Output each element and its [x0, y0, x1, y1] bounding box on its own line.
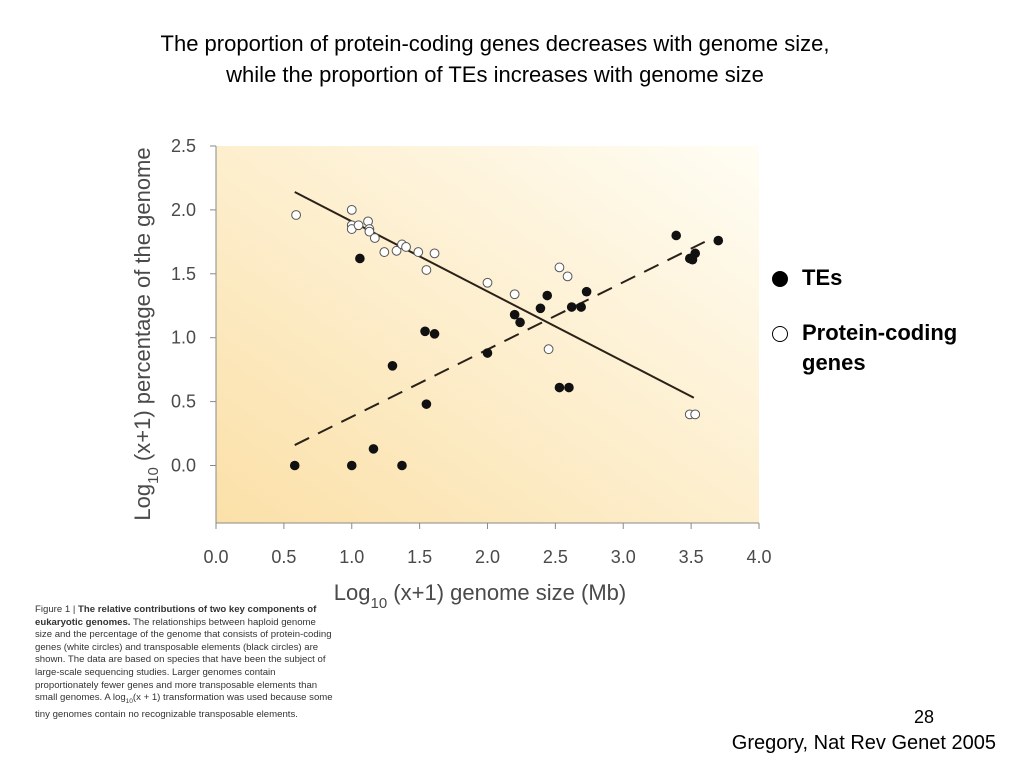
te-data-point [429, 329, 440, 339]
protein-coding-data-point [364, 226, 375, 237]
legend-label-protein-coding-line-1: Protein-coding [802, 320, 958, 345]
x-tick-label: 2.5 [543, 547, 568, 567]
x-axis-label: Log10 (x+1) genome size (Mb) [334, 580, 626, 612]
protein-coding-data-point [391, 245, 402, 256]
x-tick-label: 0.0 [203, 547, 228, 567]
te-data-point [671, 230, 681, 241]
te-data-point [566, 302, 577, 312]
slide-title-line-2: while the proportion of TEs increases wi… [226, 62, 764, 87]
protein-coding-data-point [543, 344, 554, 355]
x-tick-label: 1.5 [407, 547, 432, 567]
legend-label-tes: TEs [802, 265, 843, 290]
protein-coding-data-point [346, 204, 357, 215]
x-tick-label: 0.5 [271, 547, 296, 567]
protein-coding-data-point [429, 248, 440, 259]
te-data-point [515, 317, 525, 328]
legend-item-tes: TEs [772, 263, 1002, 293]
protein-coding-data-point [369, 233, 380, 243]
caption-title: The relative contributions of two key co… [35, 604, 317, 628]
protein-coding-data-point [554, 262, 565, 273]
slide-title: The proportion of protein-coding genes d… [60, 28, 930, 90]
te-data-point [581, 286, 592, 297]
page-number: 28 [914, 707, 935, 727]
te-data-point [368, 444, 379, 454]
caption-text-1: The relationships between haploid genome… [35, 616, 332, 704]
legend-marker-filled-circle-icon [772, 271, 788, 287]
protein-coding-data-point [482, 277, 493, 288]
protein-coding-data-point [509, 289, 520, 300]
te-data-point [542, 290, 553, 301]
y-tick-label: 0.0 [171, 455, 196, 475]
protein-coding-data-point [562, 271, 573, 282]
caption-subscript: 10 [125, 698, 133, 706]
protein-coding-data-point [421, 265, 432, 275]
te-data-point [421, 399, 432, 409]
protein-coding-data-point [379, 247, 390, 257]
legend-label-protein-coding-line-2: genes [802, 350, 866, 375]
te-data-point [535, 303, 546, 314]
protein-coding-data-point [353, 220, 364, 231]
te-data-point [397, 460, 407, 471]
te-data-point [387, 361, 398, 371]
te-data-point [713, 235, 724, 246]
te-data-point [346, 460, 357, 471]
te-data-point [564, 382, 574, 393]
te-data-point [420, 326, 430, 337]
y-tick-label: 2.5 [171, 136, 196, 156]
protein-coding-data-point [291, 210, 301, 220]
te-data-point [690, 248, 700, 259]
legend-marker-hollow-circle-icon [772, 326, 788, 342]
te-data-point [289, 460, 300, 471]
caption-figure-number: Figure 1 | [35, 604, 79, 615]
y-tick-label: 1.5 [171, 264, 196, 284]
x-tick-label: 3.0 [611, 547, 636, 567]
te-data-point [576, 302, 586, 312]
te-data-point [355, 253, 365, 264]
protein-coding-data-point [401, 242, 411, 252]
te-data-point [509, 309, 520, 320]
y-tick-label: 1.0 [171, 328, 196, 348]
y-tick-label: 2.0 [171, 200, 196, 220]
figure-caption: Figure 1 | The relative contributions of… [35, 604, 335, 721]
caption-text-2: (x + 1) transformation was used because … [35, 692, 333, 720]
protein-coding-data-point [690, 409, 701, 420]
x-tick-label: 1.0 [339, 547, 364, 567]
x-tick-label: 4.0 [746, 547, 771, 567]
plot-area [216, 146, 759, 523]
protein-coding-data-point [413, 247, 424, 257]
legend-label-protein-coding: Protein-coding genes [802, 318, 1002, 378]
legend-item-protein-coding: Protein-coding genes [772, 318, 1002, 378]
y-tick-label: 0.5 [171, 392, 196, 412]
x-tick-label: 3.5 [679, 547, 704, 567]
x-tick-label: 2.0 [475, 547, 500, 567]
y-axis-label: Log10 (x+1) percentage of the genome [130, 147, 162, 520]
citation: Gregory, Nat Rev Genet 2005 [731, 732, 996, 754]
slide-title-line-1: The proportion of protein-coding genes d… [160, 31, 830, 56]
te-data-point [482, 348, 493, 358]
te-data-point [554, 382, 565, 393]
